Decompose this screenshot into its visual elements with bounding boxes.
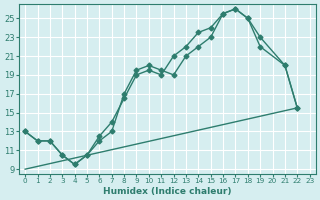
X-axis label: Humidex (Indice chaleur): Humidex (Indice chaleur) <box>103 187 232 196</box>
